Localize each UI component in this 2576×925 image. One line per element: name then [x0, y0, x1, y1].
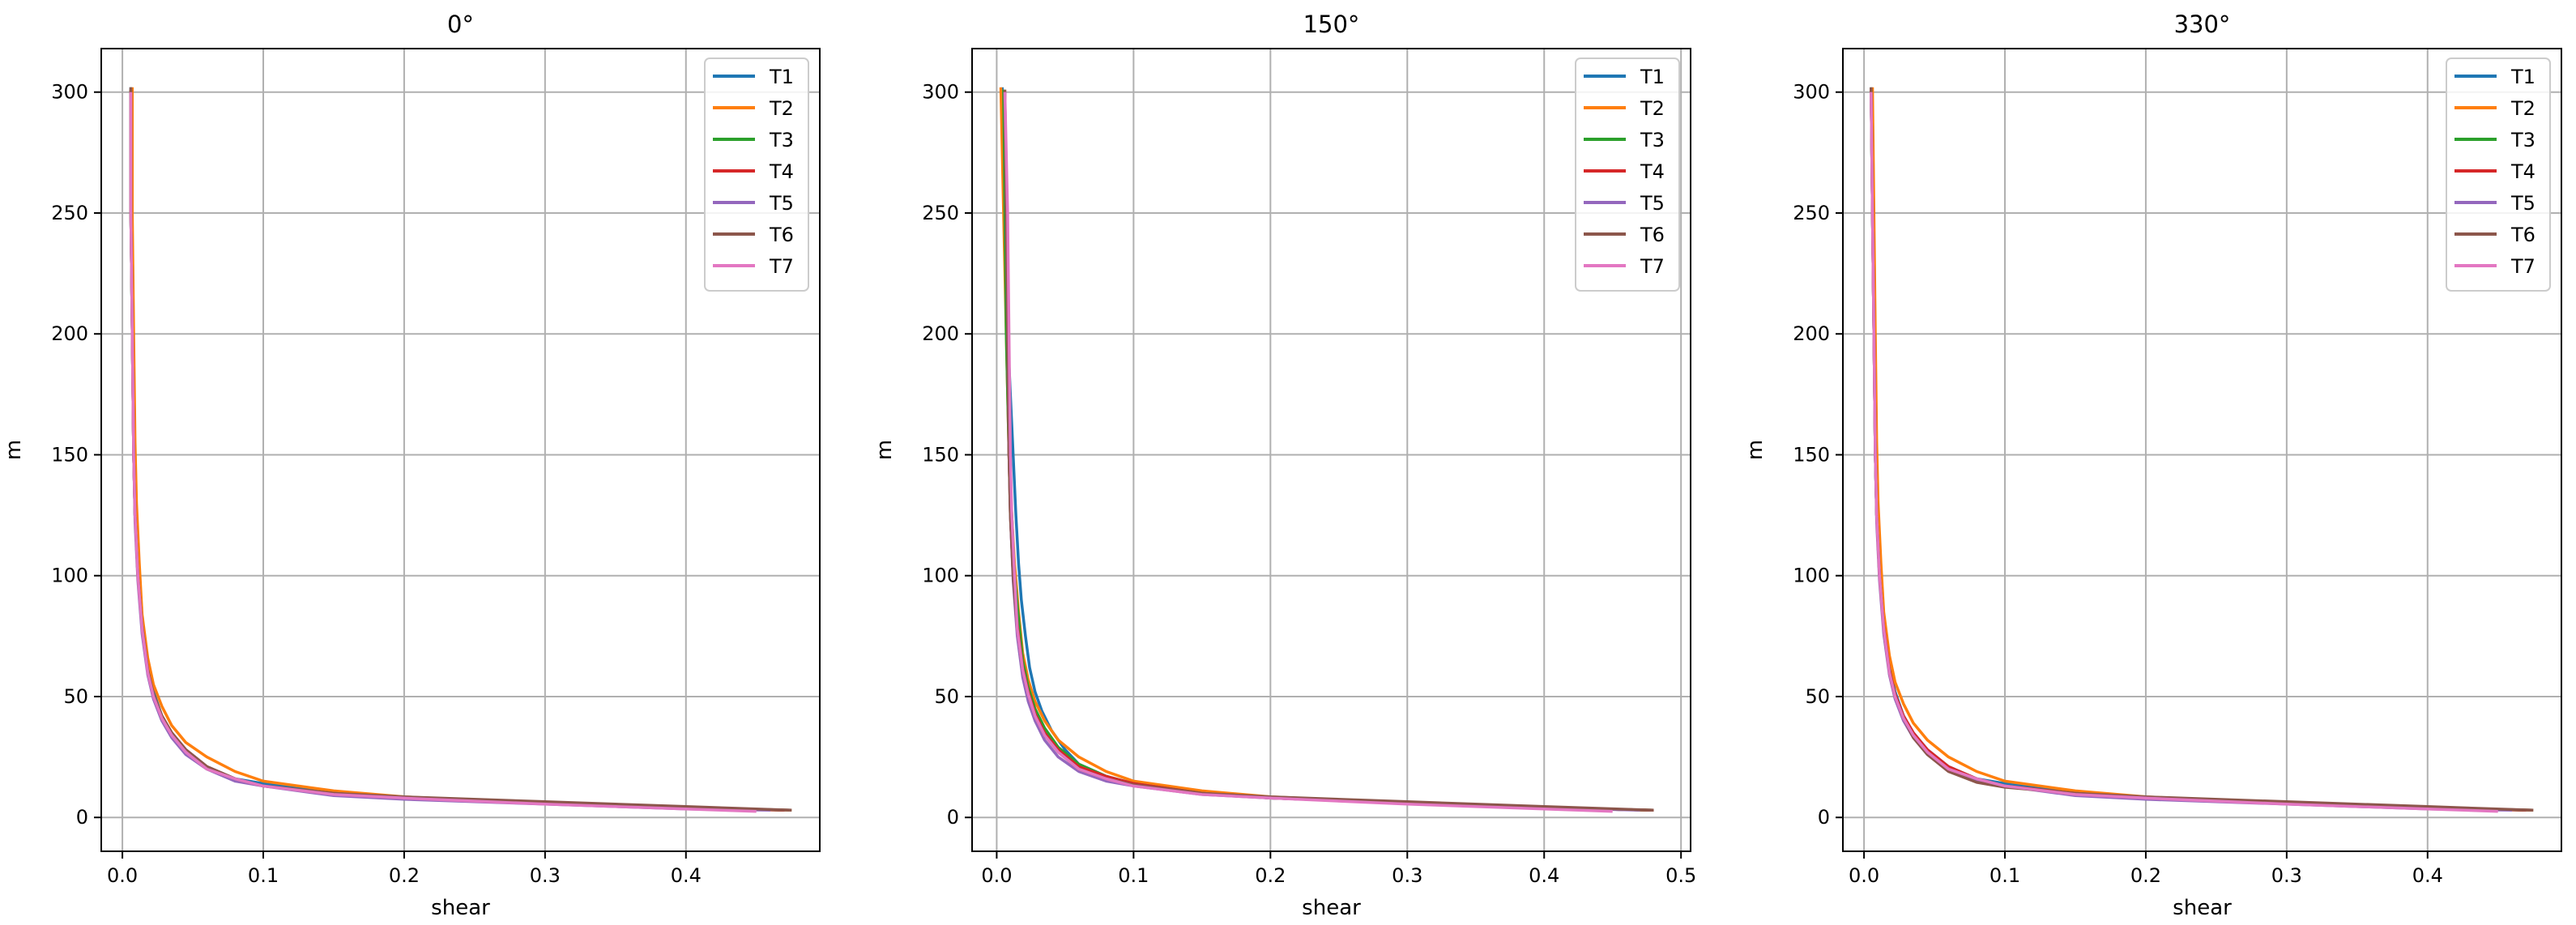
series-line-T7	[1003, 92, 1613, 813]
chart-title: 0°	[447, 11, 474, 38]
legend-label: T5	[2510, 192, 2535, 215]
legend-label: T6	[1640, 224, 1665, 246]
legend-label: T4	[1640, 160, 1665, 183]
series-line-T3	[1002, 89, 1654, 812]
legend: T1 T2 T3 T4 T5 T6 T7	[704, 58, 809, 292]
x-tick-label: 0.2	[1255, 864, 1286, 887]
y-tick-label: 0	[1818, 806, 1830, 829]
chart-title: 150°	[1303, 11, 1360, 38]
x-tick-label: 0.3	[2271, 864, 2302, 887]
y-axis-label: m	[872, 440, 897, 460]
x-tick-label: 0.0	[107, 864, 138, 887]
y-tick-label: 250	[922, 202, 959, 224]
series-lines	[1870, 87, 2534, 813]
legend-label: T1	[1640, 66, 1665, 88]
legend-label: T5	[769, 192, 794, 215]
y-tick-label: 200	[922, 322, 959, 345]
y-tick-label: 200	[1793, 322, 1830, 345]
y-tick-label: 0	[947, 806, 959, 829]
y-tick-label: 50	[63, 685, 88, 708]
legend: T1 T2 T3 T4 T5 T6 T7	[2446, 58, 2551, 292]
y-axis-label: m	[2, 440, 26, 460]
series-lines	[129, 87, 792, 813]
legend-label: T6	[2510, 224, 2535, 246]
grid	[101, 49, 820, 851]
legend-label: T4	[2510, 160, 2535, 183]
legend-label: T7	[1640, 255, 1665, 278]
x-axis-label: shear	[2173, 896, 2232, 920]
series-line-T1	[129, 87, 792, 812]
legend-label: T1	[2510, 66, 2535, 88]
series-line-T6	[129, 87, 792, 812]
series-line-T1	[1870, 87, 2534, 812]
y-tick-label: 300	[922, 81, 959, 104]
x-tick-label: 0.5	[1665, 864, 1696, 887]
x-tick-label: 0.4	[671, 864, 702, 887]
x-axis-label: shear	[1302, 896, 1361, 920]
legend-label: T7	[2510, 255, 2535, 278]
y-tick-label: 200	[51, 322, 88, 345]
series-line-T2	[130, 87, 792, 812]
plot-frame	[1842, 48, 2562, 852]
series-line-T1	[1000, 87, 1654, 812]
series-line-T6	[1870, 87, 2534, 812]
y-tick-label: 50	[934, 685, 959, 708]
legend-label: T1	[769, 66, 794, 88]
series-line-T7	[129, 92, 757, 813]
x-tick-label: 0.1	[1118, 864, 1149, 887]
x-tick-label: 0.3	[530, 864, 561, 887]
legend-label: T2	[1640, 97, 1665, 120]
x-tick-label: 0.3	[1392, 864, 1422, 887]
legend: T1 T2 T3 T4 T5 T6 T7	[1575, 58, 1680, 292]
y-tick-label: 100	[922, 565, 959, 587]
y-tick-label: 300	[1793, 81, 1830, 104]
series-line-T4	[1003, 92, 1654, 812]
legend-label: T3	[1640, 129, 1665, 151]
legend-label: T2	[769, 97, 794, 120]
chart-title: 330°	[2174, 11, 2231, 38]
legend-label: T7	[769, 255, 794, 278]
chart-panel-1: 0.0 0.1 0.2 0.3 0.4 0 50 100 150 200 250 300 shear m 0…	[2, 11, 821, 920]
plot-frame	[100, 48, 821, 852]
y-tick-label: 250	[1793, 202, 1830, 224]
y-axis-label: m	[1743, 440, 1768, 460]
series-line-T5	[129, 92, 771, 812]
x-tick-label: 0.2	[2130, 864, 2161, 887]
y-tick-label: 100	[51, 565, 88, 587]
legend-label: T5	[1640, 192, 1665, 215]
legend-label: T3	[2510, 129, 2535, 151]
series-line-T2	[1870, 87, 2534, 812]
x-tick-label: 0.1	[1990, 864, 2020, 887]
series-line-T6	[1003, 89, 1654, 812]
series-line-T7	[1870, 92, 2498, 813]
series-line-T2	[999, 87, 1654, 812]
y-tick-label: 300	[51, 81, 88, 104]
y-tick-label: 250	[51, 202, 88, 224]
x-tick-label: 0.1	[248, 864, 279, 887]
legend-label: T6	[769, 224, 794, 246]
legend-label: T3	[769, 129, 794, 151]
x-tick-label: 0.0	[981, 864, 1012, 887]
y-tick-label: 50	[1805, 685, 1830, 708]
y-tick-label: 0	[76, 806, 88, 829]
x-tick-label: 0.2	[389, 864, 420, 887]
grid	[972, 49, 1691, 851]
y-tick-label: 100	[1793, 565, 1830, 587]
plot-frame	[971, 48, 1691, 852]
x-tick-label: 0.0	[1849, 864, 1879, 887]
y-tick-label: 150	[51, 443, 88, 466]
chart-panel-3: 0.0 0.1 0.2 0.3 0.4 0 50 100 150 200 250 300 shear m 3…	[1743, 11, 2562, 920]
legend-label: T2	[2510, 97, 2535, 120]
grid	[1843, 49, 2561, 851]
x-axis-label: shear	[431, 896, 490, 920]
y-tick-label: 150	[922, 443, 959, 466]
x-tick-label: 0.4	[1529, 864, 1559, 887]
chart-panel-2: 0.0 0.1 0.2 0.3 0.4 0.5 0 50 100 150 200 250 300 shea…	[872, 11, 1696, 920]
legend-label: T4	[769, 160, 794, 183]
series-line-T5	[1870, 92, 2513, 812]
y-tick-label: 150	[1793, 443, 1830, 466]
series-lines	[999, 87, 1654, 813]
x-tick-label: 0.4	[2412, 864, 2443, 887]
